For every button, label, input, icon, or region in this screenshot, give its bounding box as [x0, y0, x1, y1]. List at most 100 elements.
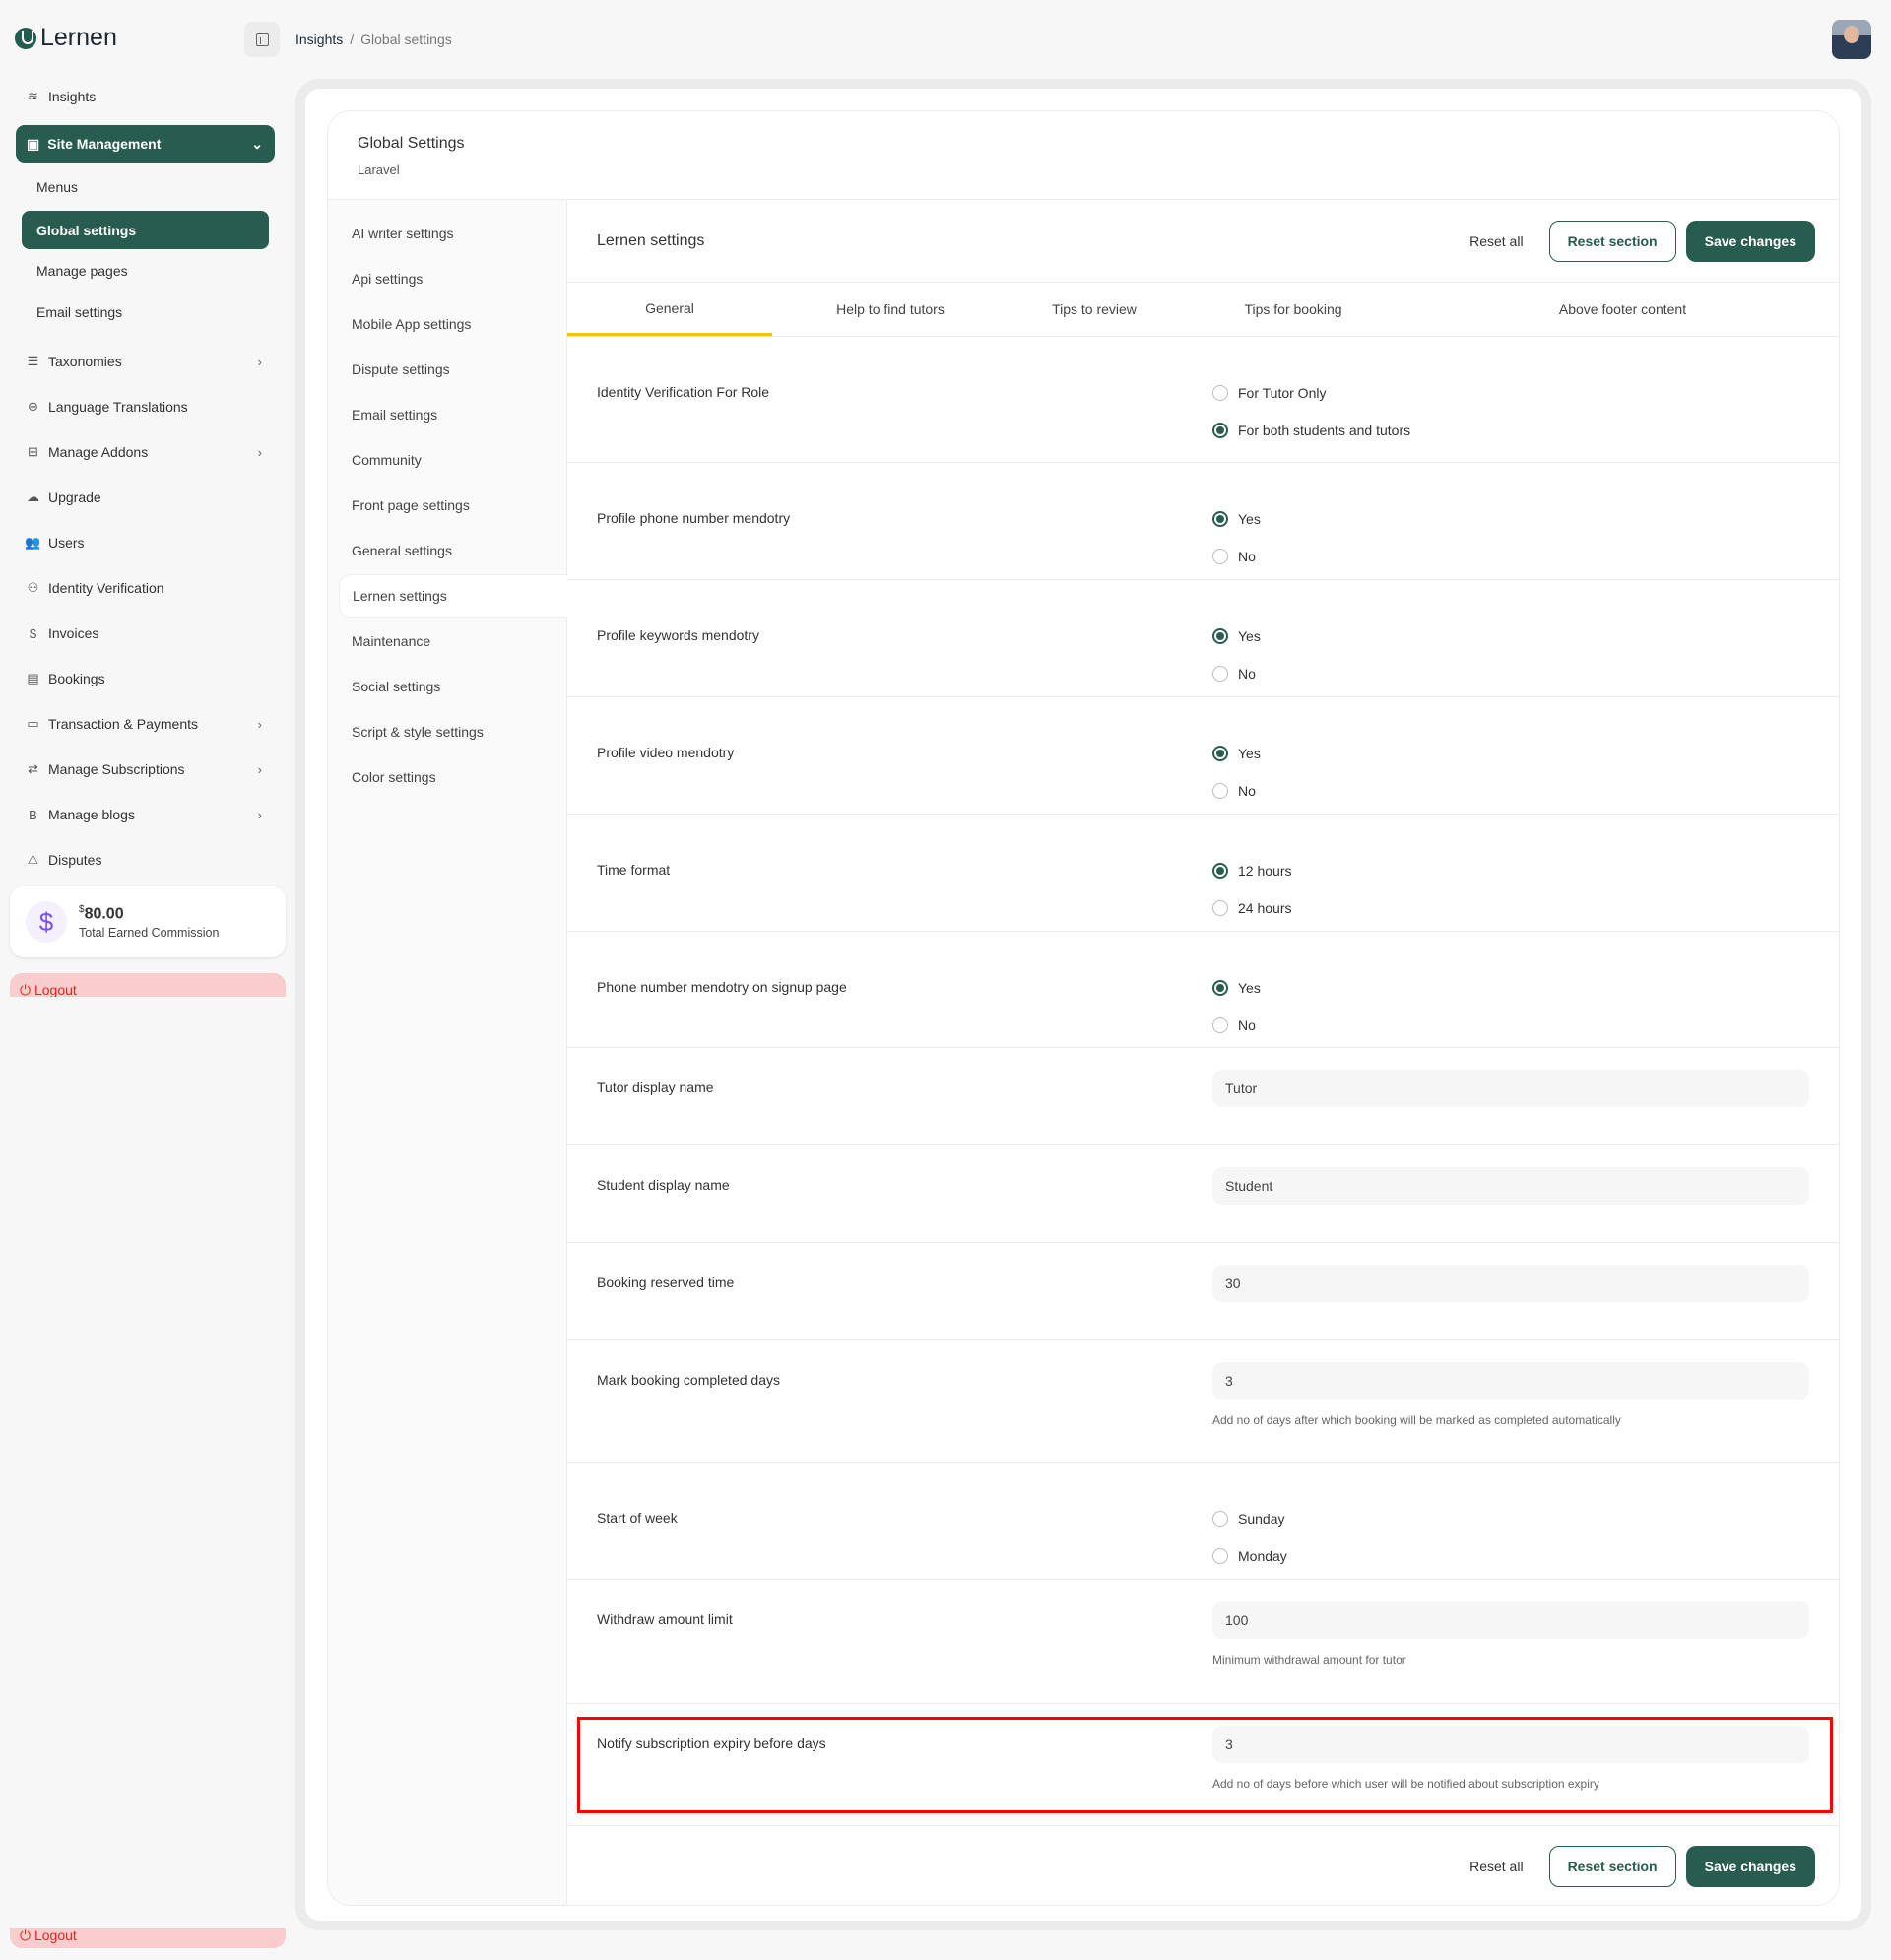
- radio-option[interactable]: 12 hours: [1212, 854, 1815, 887]
- radio-button[interactable]: [1212, 1017, 1228, 1033]
- sidebar-item-upgrade[interactable]: ☁ Upgrade: [27, 490, 101, 505]
- radio-option[interactable]: For both students and tutors: [1212, 414, 1815, 447]
- settings-nav-item[interactable]: Api settings: [352, 271, 424, 287]
- setting-row: Withdraw amount limit Minimum withdrawal …: [567, 1580, 1839, 1704]
- lernen-logo[interactable]: Lernen: [15, 24, 117, 52]
- settings-nav-item[interactable]: Lernen settings: [339, 574, 568, 618]
- radio-option[interactable]: For Tutor Only: [1212, 376, 1815, 410]
- sidebar-item-language-translations[interactable]: ⊕ Language Translations: [26, 399, 262, 415]
- settings-nav-item[interactable]: Color settings: [352, 769, 436, 785]
- radio-option[interactable]: Yes: [1212, 971, 1815, 1005]
- settings-nav-item[interactable]: Mobile App settings: [352, 316, 472, 332]
- sidebar-sub-menus[interactable]: Menus: [36, 179, 79, 195]
- settings-nav-item[interactable]: Community: [352, 452, 422, 468]
- logout-button[interactable]: ⏻ Logout: [10, 973, 286, 997]
- radio-option[interactable]: Sunday: [1212, 1502, 1815, 1535]
- settings-nav-item[interactable]: General settings: [352, 543, 452, 558]
- settings-nav-item[interactable]: Maintenance: [352, 633, 431, 649]
- setting-row: Profile keywords mendotry Yes No: [567, 580, 1839, 697]
- radio-button[interactable]: [1212, 746, 1228, 761]
- sidebar-item-disputes[interactable]: ⚠ Disputes: [27, 852, 102, 868]
- radio-button[interactable]: [1212, 549, 1228, 564]
- setting-label: Tutor display name: [597, 1079, 714, 1095]
- sidebar-item-manage-subscriptions[interactable]: ⇄ Manage Subscriptions ›: [26, 761, 262, 777]
- tab-tips-to-review[interactable]: Tips to review: [1052, 301, 1137, 317]
- save-changes-button[interactable]: Save changes: [1685, 220, 1815, 262]
- radio-button[interactable]: [1212, 628, 1228, 644]
- radio-button[interactable]: [1212, 783, 1228, 799]
- radio-option[interactable]: Yes: [1212, 502, 1815, 536]
- radio-option[interactable]: Yes: [1212, 737, 1815, 770]
- radio-button[interactable]: [1212, 666, 1228, 682]
- warning-icon: ⚠: [27, 852, 39, 867]
- setting-row: Profile video mendotry Yes No: [567, 697, 1839, 815]
- setting-input[interactable]: [1212, 1601, 1809, 1639]
- page-title: Global Settings: [358, 135, 465, 152]
- sidebar-sub-global-settings[interactable]: Global settings: [22, 211, 269, 249]
- sidebar-toggle-button[interactable]: [244, 22, 280, 57]
- breadcrumb-insights[interactable]: Insights: [295, 32, 344, 47]
- setting-label: Profile phone number mendotry: [597, 510, 791, 526]
- settings-nav-item[interactable]: Dispute settings: [352, 361, 450, 377]
- setting-label: Start of week: [597, 1510, 678, 1526]
- setting-label: Withdraw amount limit: [597, 1611, 733, 1627]
- radio-option[interactable]: No: [1212, 540, 1815, 573]
- tab-general[interactable]: General: [567, 283, 772, 336]
- sidebar-item-insights[interactable]: ≋ Insights: [26, 89, 262, 104]
- settings-nav: AI writer settings Api settings Mobile App…: [328, 200, 568, 1905]
- reset-section-button-bottom[interactable]: Reset section: [1548, 1846, 1676, 1887]
- sidebar-item-users[interactable]: 👥 Users: [25, 535, 85, 551]
- radio-option[interactable]: Yes: [1212, 620, 1815, 653]
- settings-nav-item[interactable]: AI writer settings: [352, 226, 454, 241]
- sidebar-item-bookings[interactable]: ▤ Bookings: [27, 671, 105, 686]
- logout-button-duplicate[interactable]: ⏻ Logout: [10, 1928, 286, 1948]
- radio-option[interactable]: No: [1212, 657, 1815, 690]
- reset-all-button[interactable]: Reset all: [1469, 232, 1524, 249]
- radio-option[interactable]: Monday: [1212, 1539, 1815, 1573]
- radio-option[interactable]: 24 hours: [1212, 891, 1815, 925]
- avatar[interactable]: [1832, 20, 1871, 59]
- setting-row: Student display name: [567, 1145, 1839, 1243]
- page-subtitle: Laravel: [358, 163, 400, 177]
- setting-input[interactable]: [1212, 1265, 1809, 1302]
- setting-input[interactable]: [1212, 1362, 1809, 1400]
- sidebar-sub-manage-pages[interactable]: Manage pages: [36, 263, 128, 279]
- radio-button[interactable]: [1212, 1511, 1228, 1527]
- radio-button[interactable]: [1212, 980, 1228, 996]
- dollar-icon: $: [29, 625, 37, 641]
- radio-button[interactable]: [1212, 385, 1228, 401]
- settings-nav-item[interactable]: Script & style settings: [352, 724, 484, 740]
- sidebar-item-transaction-payments[interactable]: ▭ Transaction & Payments ›: [27, 716, 262, 732]
- sidebar-item-invoices[interactable]: $ Invoices: [26, 625, 262, 641]
- sidebar-sub-email-settings[interactable]: Email settings: [36, 304, 123, 320]
- tab-above-footer-content[interactable]: Above footer content: [1558, 301, 1687, 317]
- radio-button[interactable]: [1212, 900, 1228, 916]
- settings-nav-item[interactable]: Email settings: [352, 407, 438, 423]
- addon-icon: ⊞: [28, 444, 38, 459]
- save-changes-button-bottom[interactable]: Save changes: [1685, 1846, 1815, 1887]
- radio-option[interactable]: No: [1212, 1009, 1815, 1042]
- radio-button[interactable]: [1212, 511, 1228, 527]
- breadcrumb-current: Global settings: [360, 32, 452, 47]
- tab-help-to-find-tutors[interactable]: Help to find tutors: [836, 301, 945, 317]
- setting-row: Mark booking completed days Add no of day…: [567, 1340, 1839, 1463]
- setting-input[interactable]: [1212, 1726, 1809, 1763]
- setting-label: Notify subscription expiry before days: [597, 1735, 826, 1751]
- radio-button[interactable]: [1212, 423, 1228, 438]
- reset-all-button-bottom[interactable]: Reset all: [1469, 1859, 1524, 1874]
- chevron-right-icon: ›: [257, 716, 262, 732]
- radio-option[interactable]: No: [1212, 774, 1815, 808]
- sidebar-item-identity-verification[interactable]: ⚇ Identity Verification: [27, 580, 164, 596]
- sidebar-item-manage-blogs[interactable]: B Manage blogs ›: [26, 807, 262, 822]
- settings-nav-item[interactable]: Social settings: [352, 679, 441, 694]
- sidebar-item-site-management[interactable]: ▣ Site Management ⌄: [16, 125, 275, 163]
- setting-input[interactable]: [1212, 1070, 1809, 1107]
- tab-tips-for-booking[interactable]: Tips for booking: [1244, 301, 1342, 317]
- sidebar-item-taxonomies[interactable]: ☰ Taxonomies ›: [27, 354, 262, 369]
- settings-nav-item[interactable]: Front page settings: [352, 497, 470, 513]
- sidebar-item-manage-addons[interactable]: ⊞ Manage Addons ›: [26, 444, 262, 460]
- reset-section-button[interactable]: Reset section: [1548, 220, 1676, 262]
- setting-input[interactable]: [1212, 1167, 1809, 1205]
- radio-button[interactable]: [1212, 863, 1228, 879]
- radio-button[interactable]: [1212, 1548, 1228, 1564]
